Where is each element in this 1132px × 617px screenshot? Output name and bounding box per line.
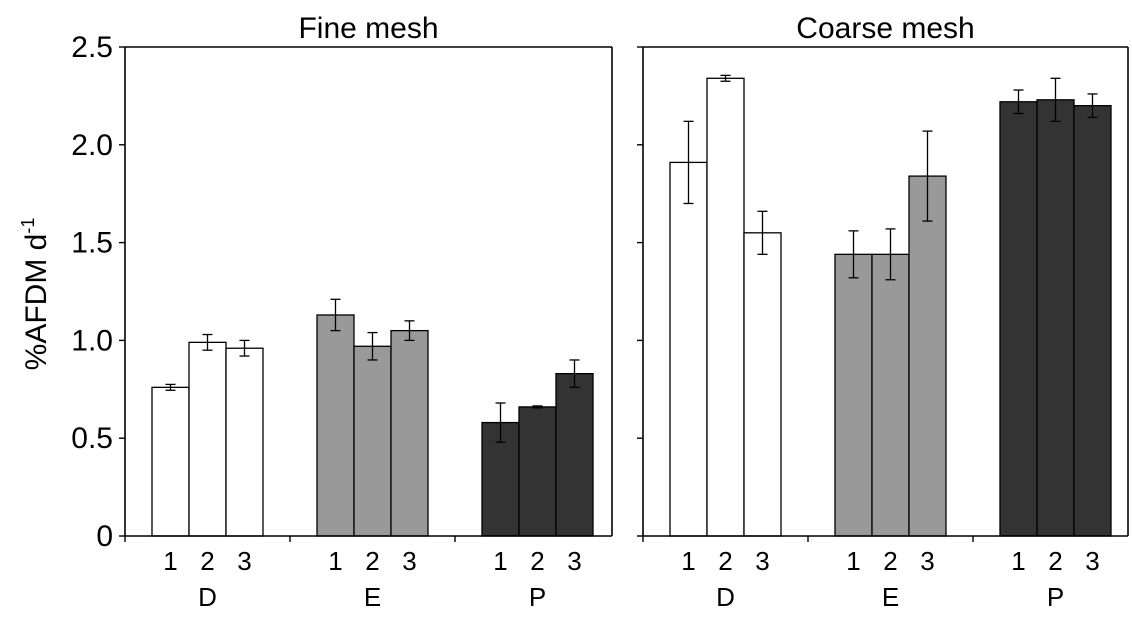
fine-mesh-subcategory-label-E-1: 1 (328, 546, 342, 576)
y-axis-label-superscript: -1 (18, 218, 38, 234)
coarse-mesh-subcategory-label-P-2: 2 (1048, 546, 1062, 576)
coarse-mesh-subcategory-label-D-2: 2 (718, 546, 732, 576)
fine-mesh-bar-P-2 (518, 406, 557, 537)
coarse-mesh-bar-E-3 (908, 175, 947, 537)
coarse-mesh-errorbar-P-1 (1013, 89, 1024, 115)
fine-mesh-y-tick-label: 2.0 (71, 129, 113, 162)
coarse-mesh-bar-D-2 (706, 77, 745, 537)
coarse-mesh-bar-P-1 (999, 101, 1038, 537)
coarse-mesh-subcategory-label-P-3: 3 (1085, 546, 1099, 576)
coarse-mesh-title: Coarse mesh (796, 12, 974, 45)
fine-mesh-subcategory-label-E-2: 2 (365, 546, 379, 576)
fine-mesh-errorbar-E-3 (404, 320, 415, 342)
fine-mesh-y-tick-label: 1.5 (71, 227, 113, 260)
fine-mesh-subcategory-label-P-2: 2 (530, 546, 544, 576)
coarse-mesh-group-label-E: E (882, 582, 899, 612)
coarse-mesh-group-label-D: D (716, 582, 735, 612)
fine-mesh-errorbar-D-3 (239, 339, 250, 357)
coarse-mesh-bar-P-3 (1073, 105, 1112, 537)
fine-mesh-bar-P-3 (555, 373, 594, 537)
fine-mesh-y-tick-label: 1.0 (71, 324, 113, 357)
y-axis-label: %AFDM d-1 (18, 218, 53, 371)
fine-mesh-errorbar-D-1 (165, 383, 176, 391)
fine-mesh-subcategory-label-E-3: 3 (402, 546, 416, 576)
coarse-mesh-subcategory-label-D-3: 3 (755, 546, 769, 576)
fine-mesh-errorbar-D-2 (202, 333, 213, 351)
coarse-mesh-bar-D-1 (669, 161, 708, 537)
coarse-mesh-group-label-P: P (1047, 582, 1064, 612)
coarse-mesh-errorbar-D-3 (757, 210, 768, 255)
coarse-mesh-errorbar-E-3 (922, 130, 933, 222)
fine-mesh-subcategory-label-P-3: 3 (567, 546, 581, 576)
coarse-mesh-errorbar-P-2 (1050, 77, 1061, 122)
fine-mesh-bar-D-3 (225, 347, 264, 537)
fine-mesh-bar-D-1 (151, 386, 190, 537)
fine-mesh-subcategory-label-P-1: 1 (493, 546, 507, 576)
coarse-mesh-errorbar-E-2 (885, 228, 896, 281)
fine-mesh-bar-E-2 (353, 345, 392, 537)
coarse-mesh-bar-E-1 (834, 253, 873, 537)
coarse-mesh-subcategory-label-E-2: 2 (883, 546, 897, 576)
fine-mesh-bar-D-2 (188, 341, 227, 537)
fine-mesh-subcategory-label-D-1: 1 (163, 546, 177, 576)
fine-mesh-subcategory-label-D-2: 2 (200, 546, 214, 576)
coarse-mesh-subcategory-label-P-1: 1 (1011, 546, 1025, 576)
fine-mesh-y-tick-label: 0 (96, 520, 113, 553)
coarse-mesh-errorbar-D-1 (683, 120, 694, 205)
fine-mesh-errorbar-P-2 (532, 405, 543, 409)
fine-mesh-y-tick-label: 0.5 (71, 422, 113, 455)
fine-mesh-errorbar-P-3 (569, 359, 580, 388)
fine-mesh-y-tick-label: 2.5 (71, 31, 113, 64)
fine-mesh-group-label-D: D (198, 582, 217, 612)
fine-mesh-errorbar-E-1 (330, 298, 341, 332)
coarse-mesh-subcategory-label-D-1: 1 (681, 546, 695, 576)
fine-mesh-bar-E-3 (390, 329, 429, 537)
y-axis-label-text: %AFDM d (20, 234, 53, 371)
coarse-mesh-bar-E-2 (871, 253, 910, 537)
fine-mesh-errorbar-E-2 (367, 331, 378, 361)
coarse-mesh-errorbar-P-3 (1087, 93, 1098, 119)
fine-mesh-errorbar-P-1 (495, 402, 506, 443)
coarse-mesh-errorbar-D-2 (720, 74, 731, 82)
coarse-mesh-subcategory-label-E-1: 1 (846, 546, 860, 576)
fine-mesh-bar-E-1 (316, 314, 355, 537)
coarse-mesh-bar-P-2 (1036, 99, 1075, 537)
fine-mesh-subcategory-label-D-3: 3 (237, 546, 251, 576)
fine-mesh-group-label-P: P (529, 582, 546, 612)
fine-mesh-title: Fine mesh (298, 12, 438, 45)
fine-mesh-group-label-E: E (364, 582, 381, 612)
coarse-mesh-errorbar-E-1 (848, 230, 859, 279)
coarse-mesh-bar-D-3 (743, 232, 782, 537)
coarse-mesh-subcategory-label-E-3: 3 (920, 546, 934, 576)
